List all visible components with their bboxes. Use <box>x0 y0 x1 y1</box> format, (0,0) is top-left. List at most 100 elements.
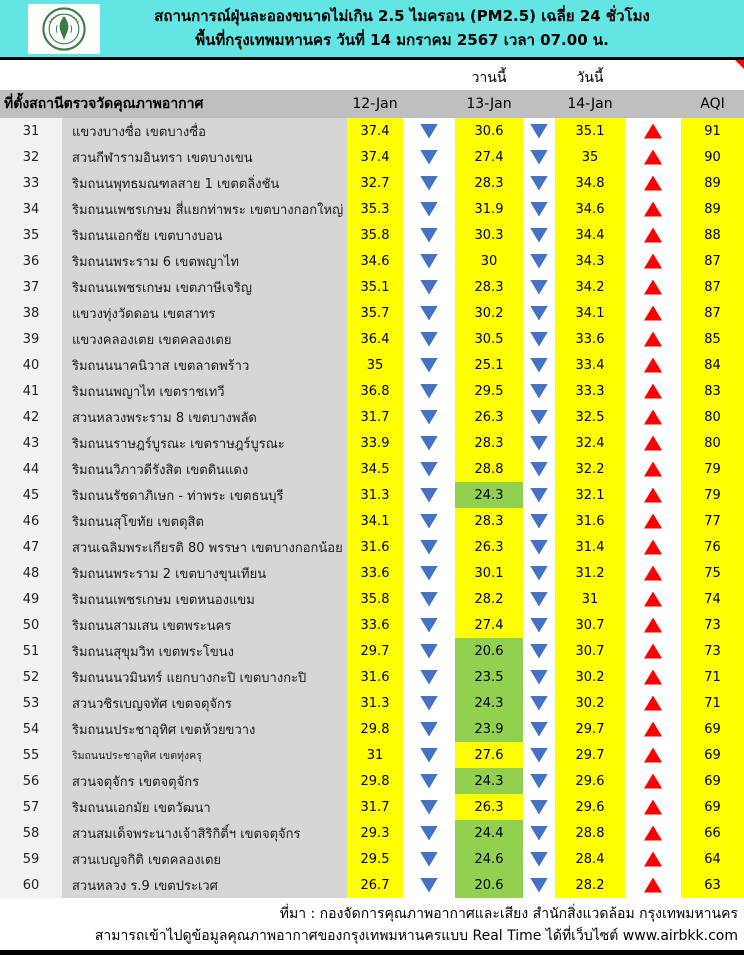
value-13jan: 28.3 <box>455 274 523 300</box>
table-row: 50 ริมถนนสามเสน เขตพระนคร 33.6 27.4 30.7… <box>0 612 744 638</box>
trend-today-icon <box>644 565 662 581</box>
value-aqi: 71 <box>681 664 744 690</box>
station-name: ริมถนนประชาอุทิศ เขตห้วยขวาง <box>62 716 347 742</box>
value-14jan: 29.7 <box>555 716 625 742</box>
trend-12to13-icon <box>420 253 438 269</box>
trend-today-icon <box>644 487 662 503</box>
trend-cell-13to14 <box>523 664 555 690</box>
trend-cell-13to14 <box>523 144 555 170</box>
value-14jan: 28.2 <box>555 872 625 898</box>
table-row: 60 สวนหลวง ร.9 เขตประเวศ 26.7 20.6 28.2 … <box>0 872 744 898</box>
trend-cell-13to14 <box>523 794 555 820</box>
trend-cell-12to13 <box>403 274 455 300</box>
trend-cell-today <box>625 430 681 456</box>
trend-13to14-icon <box>530 305 548 321</box>
value-12jan: 31.3 <box>347 690 403 716</box>
row-number: 60 <box>0 872 62 898</box>
table-row: 36 ริมถนนพระราม 6 เขตพญาไท 34.6 30 34.3 … <box>0 248 744 274</box>
trend-13to14-icon <box>530 461 548 477</box>
value-14jan: 34.2 <box>555 274 625 300</box>
value-13jan: 28.3 <box>455 170 523 196</box>
trend-cell-13to14 <box>523 248 555 274</box>
value-14jan: 31 <box>555 586 625 612</box>
trend-13to14-icon <box>530 877 548 893</box>
value-12jan: 37.4 <box>347 118 403 144</box>
table-row: 37 ริมถนนเพชรเกษม เขตภาษีเจริญ 35.1 28.3… <box>0 274 744 300</box>
trend-today-icon <box>644 253 662 269</box>
trend-today-icon <box>644 877 662 893</box>
value-13jan: 30.2 <box>455 300 523 326</box>
trend-cell-today <box>625 872 681 898</box>
trend-cell-12to13 <box>403 820 455 846</box>
trend-cell-12to13 <box>403 508 455 534</box>
station-name: ริมถนนพระราม 6 เขตพญาไท <box>62 248 347 274</box>
trend-13to14-icon <box>530 175 548 191</box>
value-aqi: 69 <box>681 742 744 768</box>
trend-cell-today <box>625 222 681 248</box>
trend-12to13-icon <box>420 825 438 841</box>
value-13jan: 23.5 <box>455 664 523 690</box>
station-column-header: ที่ตั้งสถานีตรวจวัดคุณภาพอากาศ <box>4 96 204 112</box>
value-13jan: 30.6 <box>455 118 523 144</box>
trend-cell-13to14 <box>523 612 555 638</box>
trend-12to13-icon <box>420 357 438 373</box>
value-12jan: 35.1 <box>347 274 403 300</box>
trend-today-icon <box>644 591 662 607</box>
trend-13to14-icon <box>530 123 548 139</box>
trend-today-icon <box>644 201 662 217</box>
trend-today-icon <box>644 539 662 555</box>
trend-cell-12to13 <box>403 638 455 664</box>
trend-cell-13to14 <box>523 378 555 404</box>
value-12jan: 35.3 <box>347 196 403 222</box>
value-13jan: 23.9 <box>455 716 523 742</box>
trend-12to13-icon <box>420 513 438 529</box>
station-name: ริมถนนพญาไท เขตราชเทวี <box>62 378 347 404</box>
station-name: ริมถนนนาคนิวาส เขตลาดพร้าว <box>62 352 347 378</box>
trend-today-icon <box>644 825 662 841</box>
table-row: 57 ริมถนนเอกมัย เขตวัฒนา 31.7 26.3 29.6 … <box>0 794 744 820</box>
trend-12to13-icon <box>420 201 438 217</box>
value-14jan: 30.7 <box>555 638 625 664</box>
trend-cell-12to13 <box>403 716 455 742</box>
trend-today-icon <box>644 409 662 425</box>
table-row: 54 ริมถนนประชาอุทิศ เขตห้วยขวาง 29.8 23.… <box>0 716 744 742</box>
trend-13to14-icon <box>530 357 548 373</box>
value-aqi: 84 <box>681 352 744 378</box>
trend-cell-13to14 <box>523 404 555 430</box>
trend-cell-today <box>625 638 681 664</box>
trend-cell-13to14 <box>523 768 555 794</box>
trend-13to14-icon <box>530 695 548 711</box>
value-14jan: 34.4 <box>555 222 625 248</box>
value-aqi: 80 <box>681 404 744 430</box>
value-aqi: 71 <box>681 690 744 716</box>
station-name: ริมถนนราษฎร์บูรณะ เขตราษฎร์บูรณะ <box>62 430 347 456</box>
value-12jan: 33.6 <box>347 612 403 638</box>
value-aqi: 83 <box>681 378 744 404</box>
value-aqi: 73 <box>681 612 744 638</box>
station-name: ริมถนนนวมินทร์ แยกบางกะปิ เขตบางกะปิ <box>62 664 347 690</box>
value-13jan: 24.4 <box>455 820 523 846</box>
station-name: สวนกีฬารามอินทรา เขตบางเขน <box>62 144 347 170</box>
value-14jan: 34.3 <box>555 248 625 274</box>
row-number: 32 <box>0 144 62 170</box>
trend-13to14-icon <box>530 409 548 425</box>
report-footer: ที่มา : กองจัดการคุณภาพอากาศและเสียง สำน… <box>0 898 744 947</box>
value-13jan: 26.3 <box>455 794 523 820</box>
value-12jan: 35.8 <box>347 586 403 612</box>
trend-13to14-icon <box>530 487 548 503</box>
value-aqi: 91 <box>681 118 744 144</box>
trend-cell-13to14 <box>523 300 555 326</box>
station-name: ริมถนนเอกชัย เขตบางบอน <box>62 222 347 248</box>
trend-cell-12to13 <box>403 352 455 378</box>
value-aqi: 87 <box>681 248 744 274</box>
value-13jan: 25.1 <box>455 352 523 378</box>
value-13jan: 28.3 <box>455 430 523 456</box>
value-13jan: 28.3 <box>455 508 523 534</box>
value-14jan: 31.2 <box>555 560 625 586</box>
value-13jan: 30.1 <box>455 560 523 586</box>
trend-today-icon <box>644 799 662 815</box>
station-name: ริมถนนพระราม 2 เขตบางขุนเทียน <box>62 560 347 586</box>
trend-cell-today <box>625 118 681 144</box>
trend-12to13-icon <box>420 643 438 659</box>
row-number: 50 <box>0 612 62 638</box>
